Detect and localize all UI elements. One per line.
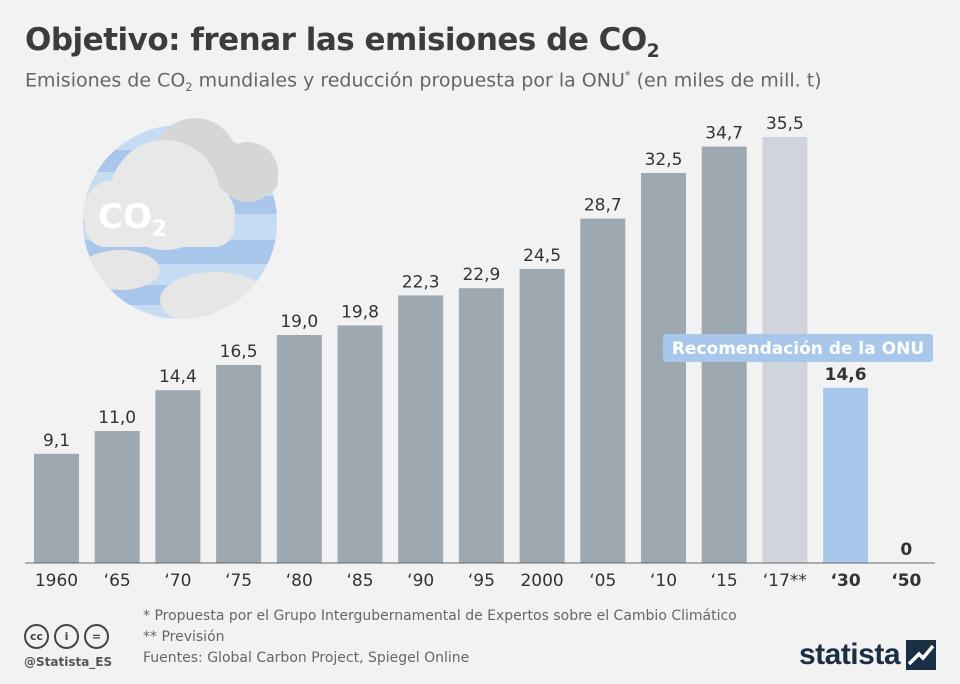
value-label-10: 32,5 [645, 150, 683, 170]
sources: Fuentes: Global Carbon Project, Spiegel … [143, 650, 470, 666]
annotation-label: Recomendación de la ONU [672, 339, 924, 359]
bar-10 [641, 173, 686, 563]
bar-8 [519, 269, 565, 563]
value-label-2: 14,4 [159, 367, 197, 387]
value-label-1: 11,0 [98, 408, 136, 428]
co2-cloud-globe-icon: CO2 [83, 118, 278, 319]
value-label-12: 35,5 [766, 114, 804, 134]
x-tick-label-1: ‘65 [104, 571, 131, 591]
x-tick-label-0: 1960 [35, 571, 78, 591]
value-label-4: 19,0 [280, 312, 318, 332]
bar-4 [276, 335, 322, 563]
value-label-0: 9,1 [43, 431, 70, 451]
twitter-handle[interactable]: @Statista_ES [24, 655, 113, 669]
value-label-3: 16,5 [220, 342, 258, 362]
co2-icon-label: CO2 [98, 197, 167, 242]
x-tick-label-12: ‘17** [763, 571, 807, 591]
statista-logo-icon [906, 640, 936, 670]
x-tick-label-5: ‘85 [346, 571, 373, 591]
chart-subtitle: Emisiones de CO2 mundiales y reducción p… [25, 68, 822, 95]
value-label-9: 28,7 [584, 196, 622, 216]
nd-icon[interactable]: = [84, 624, 109, 649]
annotation-box [663, 334, 933, 362]
license-icons: cc i = [24, 624, 109, 649]
statista-wordmark: statista [798, 638, 901, 671]
value-label-13: 14,6 [825, 365, 867, 385]
cc-icon[interactable]: cc [24, 624, 49, 649]
bar-0 [34, 453, 79, 563]
value-label-5: 19,8 [341, 302, 379, 322]
x-tick-label-6: ‘90 [407, 571, 434, 591]
bar-7 [458, 288, 504, 563]
chart-title: Objetivo: frenar las emisiones de CO2 [25, 22, 660, 63]
footnotes: * Propuesta por el Grupo Intergubernamen… [143, 606, 737, 669]
value-label-8: 24,5 [523, 246, 561, 266]
statista-logo[interactable]: statista [799, 638, 936, 672]
x-tick-label-2: ‘70 [164, 571, 191, 591]
value-label-7: 22,9 [462, 265, 500, 285]
x-tick-label-8: 2000 [520, 571, 563, 591]
x-tick-label-9: ‘05 [589, 571, 616, 591]
bar-6 [398, 295, 444, 563]
footnote-forecast: ** Previsión [143, 629, 225, 645]
x-tick-label-4: ‘80 [286, 571, 313, 591]
value-label-14: 0 [900, 540, 912, 560]
bar-chart: CO2 9,1 1960 11,0 ‘65 14,4 ‘70 16,5 ‘75 19,0 ‘80 1… [25, 114, 935, 591]
x-tick-label-13: ‘30 [831, 571, 861, 591]
bar-9 [580, 218, 626, 563]
bar-1 [94, 431, 140, 563]
bar-2 [155, 390, 201, 563]
by-icon[interactable]: i [54, 624, 79, 649]
bars-group: 9,1 1960 11,0 ‘65 14,4 ‘70 16,5 ‘75 19,0 ‘80 19,8 ‘… [34, 114, 922, 591]
value-label-11: 34,7 [705, 124, 743, 144]
x-tick-label-7: ‘95 [468, 571, 495, 591]
x-tick-label-11: ‘15 [711, 571, 738, 591]
onu-annotation: Recomendación de la ONU [663, 334, 933, 362]
x-tick-label-10: ‘10 [650, 571, 677, 591]
bar-3 [216, 365, 262, 563]
x-tick-label-14: ‘50 [891, 571, 921, 591]
bar-5 [337, 325, 383, 563]
value-label-6: 22,3 [402, 272, 440, 292]
footnote-ipcc: * Propuesta por el Grupo Intergubernamen… [143, 608, 737, 624]
bar-13 [823, 387, 869, 563]
x-tick-label-3: ‘75 [225, 571, 252, 591]
